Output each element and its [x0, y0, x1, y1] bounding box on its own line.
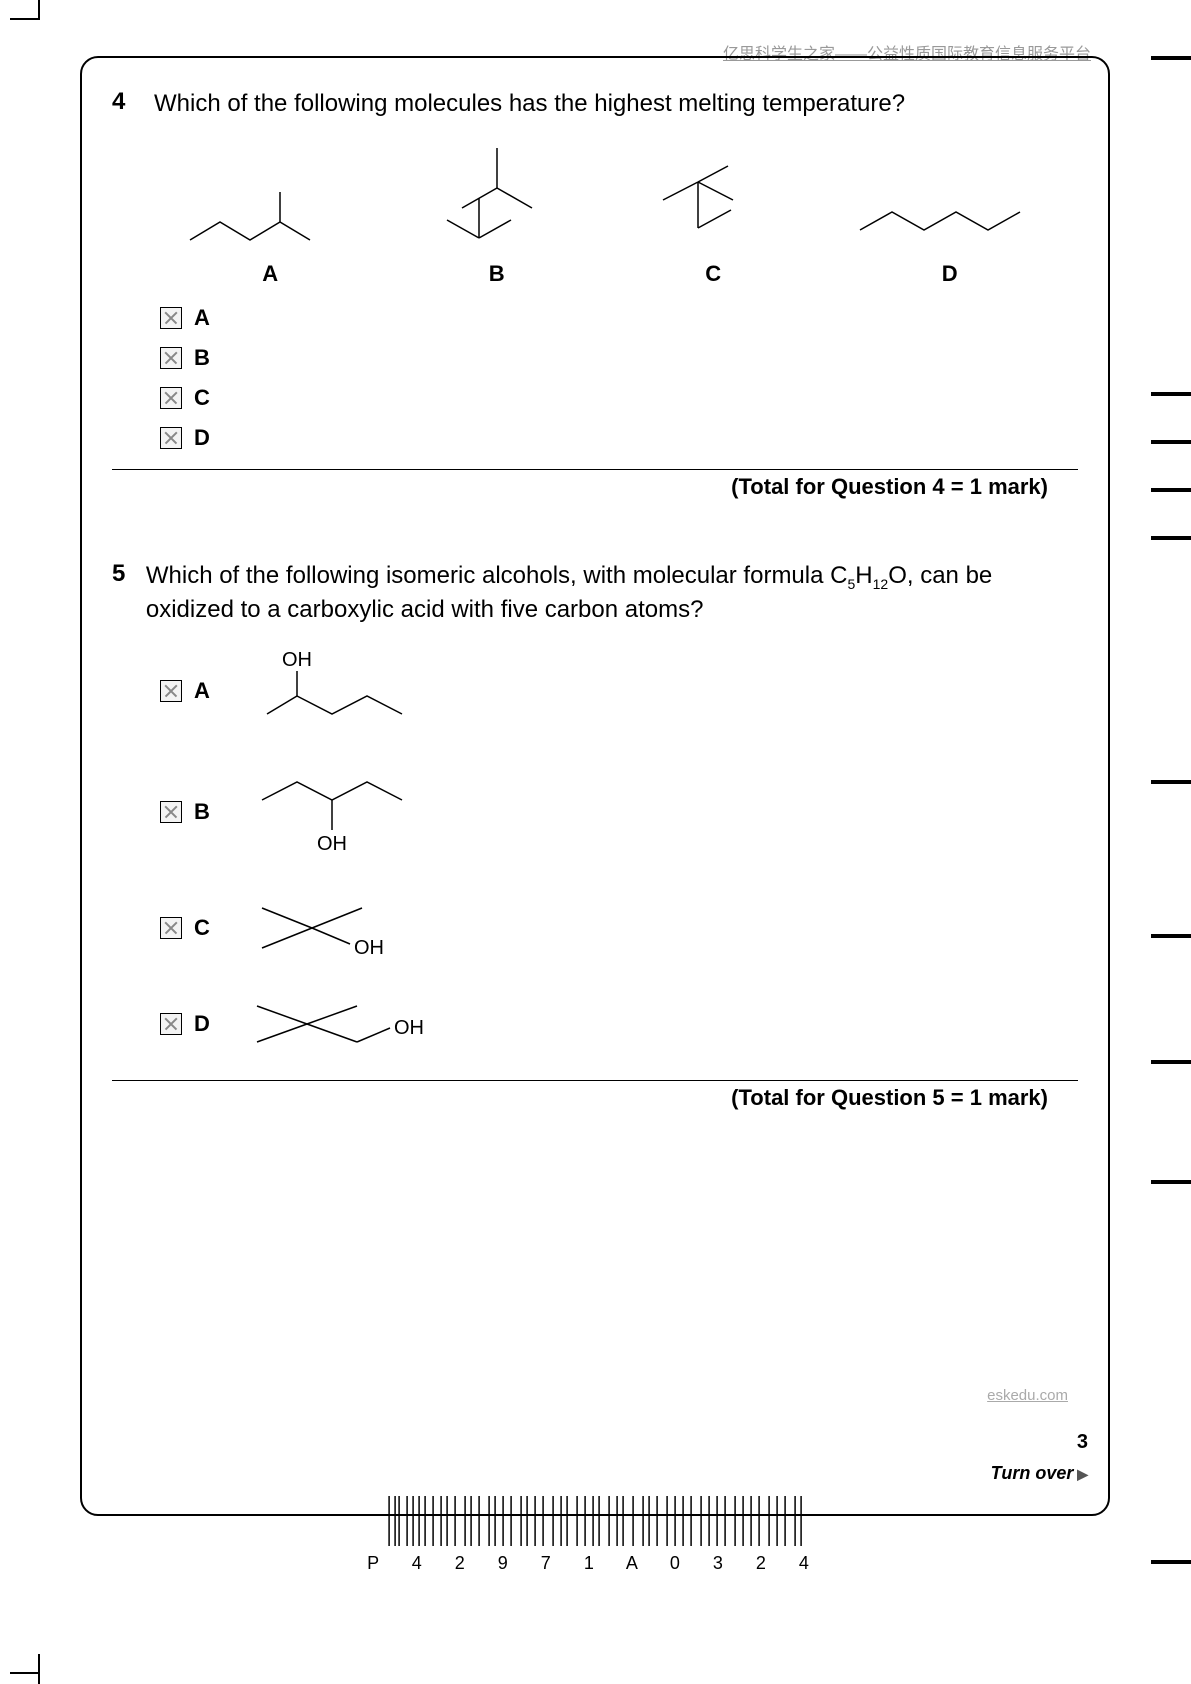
checkbox-icon[interactable]: [160, 427, 182, 449]
question-number: 5: [112, 560, 128, 588]
option-row[interactable]: D: [160, 425, 1078, 451]
barcode-svg: [385, 1496, 805, 1546]
page-content-frame: 4 Which of the following molecules has t…: [80, 56, 1110, 1516]
molecule-B: B: [417, 140, 577, 287]
oh-label: OH: [394, 1017, 424, 1039]
total-marks-q5: (Total for Question 5 = 1 mark): [112, 1080, 1078, 1111]
molecule-label: B: [417, 261, 577, 287]
side-tick: [1151, 392, 1191, 396]
option-row[interactable]: C: [160, 385, 1078, 411]
option-letter: A: [194, 678, 210, 704]
q4-options: A B C D: [160, 305, 1078, 451]
side-tick: [1151, 488, 1191, 492]
question-text: Which of the following molecules has the…: [154, 88, 905, 120]
option-row[interactable]: B: [160, 345, 1078, 371]
page-number: 3: [1077, 1431, 1088, 1454]
oh-label: OH: [354, 937, 384, 959]
barcode: P 4 2 9 7 1 A 0 3 2 4: [367, 1496, 823, 1574]
footer-url: eskedu.com: [987, 1387, 1068, 1404]
option-row[interactable]: A OH: [160, 646, 1078, 736]
side-tick: [1151, 1560, 1191, 1564]
option-letter: C: [194, 915, 210, 941]
option-row[interactable]: D OH: [160, 994, 1078, 1054]
checkbox-icon[interactable]: [160, 680, 182, 702]
formula-H: H: [855, 562, 872, 589]
question-text: Which of the following isomeric alcohols…: [146, 560, 1078, 626]
side-tick: [1151, 1060, 1191, 1064]
option-row[interactable]: B OH: [160, 762, 1078, 862]
option-letter: D: [194, 425, 210, 451]
barcode-text: P 4 2 9 7 1 A 0 3 2 4: [367, 1553, 823, 1574]
option-letter: B: [194, 799, 210, 825]
formula-12: 12: [873, 576, 889, 592]
molecule-q5-A-svg: OH: [242, 646, 442, 736]
checkbox-icon[interactable]: [160, 917, 182, 939]
question-4: 4 Which of the following molecules has t…: [112, 88, 1078, 500]
molecule-q5-D-svg: OH: [242, 994, 462, 1054]
molecule-q5-B-svg: OH: [242, 762, 442, 862]
turn-over-label: Turn over: [991, 1463, 1088, 1484]
total-marks-q4: (Total for Question 4 = 1 mark): [112, 469, 1078, 500]
option-letter: B: [194, 345, 210, 371]
option-row[interactable]: A: [160, 305, 1078, 331]
checkbox-icon[interactable]: [160, 801, 182, 823]
molecule-D: D: [850, 180, 1050, 287]
molecule-D-svg: [850, 180, 1050, 250]
molecule-row-q4: A B: [152, 140, 1078, 287]
molecule-label: A: [180, 261, 360, 287]
q5-options: A OH B OH C: [160, 646, 1078, 1054]
molecule-C-svg: [633, 150, 793, 250]
side-tick: [1151, 1180, 1191, 1184]
option-letter: D: [194, 1011, 210, 1037]
molecule-label: D: [850, 261, 1050, 287]
option-letter: A: [194, 305, 210, 331]
side-tick: [1151, 56, 1191, 60]
checkbox-icon[interactable]: [160, 1013, 182, 1035]
formula-C: C: [830, 562, 847, 589]
molecule-A-svg: [180, 150, 360, 250]
q5-text-part1: Which of the following isomeric alcohols…: [146, 562, 830, 589]
formula-O: O: [888, 562, 907, 589]
oh-label: OH: [282, 649, 312, 671]
oh-label: OH: [317, 833, 347, 855]
checkbox-icon[interactable]: [160, 307, 182, 329]
molecule-q5-C-svg: OH: [242, 888, 442, 968]
checkbox-icon[interactable]: [160, 347, 182, 369]
side-tick: [1151, 780, 1191, 784]
option-row[interactable]: C OH: [160, 888, 1078, 968]
question-number: 4: [112, 88, 136, 116]
molecule-A: A: [180, 150, 360, 287]
checkbox-icon[interactable]: [160, 387, 182, 409]
question-5: 5 Which of the following isomeric alcoho…: [112, 560, 1078, 1111]
molecular-formula: C5H12O: [830, 562, 907, 589]
option-letter: C: [194, 385, 210, 411]
molecule-C: C: [633, 150, 793, 287]
side-tick: [1151, 536, 1191, 540]
molecule-B-svg: [417, 140, 577, 250]
molecule-label: C: [633, 261, 793, 287]
side-tick: [1151, 934, 1191, 938]
side-tick: [1151, 440, 1191, 444]
